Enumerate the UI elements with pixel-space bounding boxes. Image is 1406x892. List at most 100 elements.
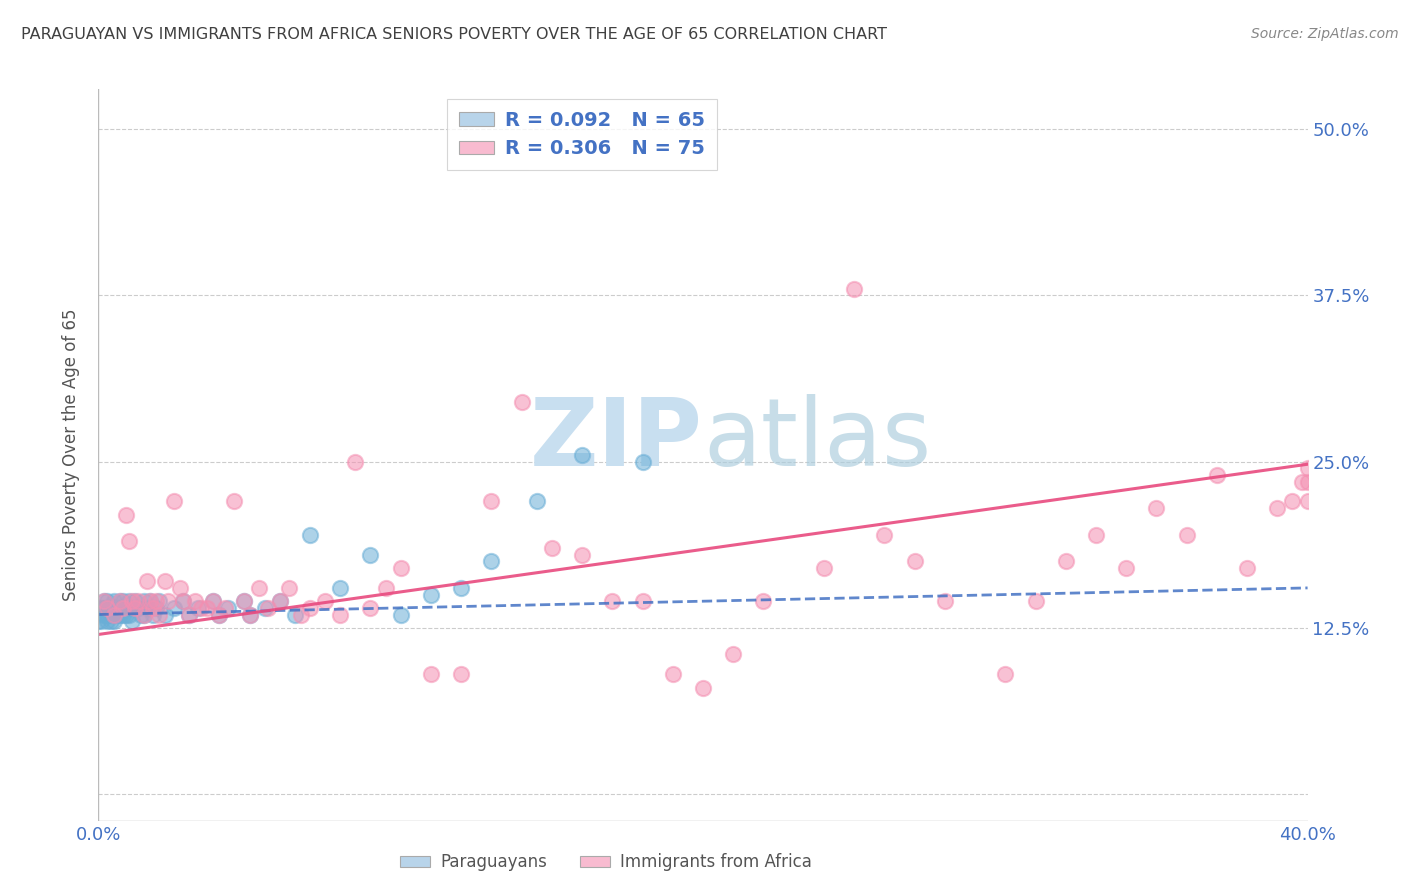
Point (108, 594, 131, 608)
Text: ZIP: ZIP (530, 394, 703, 486)
Point (314, 594, 336, 608)
Point (360, 600, 382, 615)
Point (360, 548, 382, 562)
Point (100, 607, 122, 622)
Point (103, 600, 125, 615)
Point (253, 600, 276, 615)
Point (96, 600, 118, 615)
Point (571, 548, 593, 562)
Point (87, 614, 110, 628)
Point (631, 454, 654, 468)
Point (217, 600, 239, 615)
Point (389, 607, 412, 622)
Point (103, 607, 125, 622)
Point (752, 594, 775, 608)
Point (540, 541, 562, 555)
Point (813, 561, 835, 575)
Point (93, 594, 115, 608)
Point (132, 607, 155, 622)
Point (163, 600, 186, 615)
Point (208, 607, 231, 622)
Point (124, 600, 146, 615)
Point (124, 594, 146, 608)
Point (114, 607, 136, 622)
Point (96, 607, 118, 622)
Point (374, 581, 396, 595)
Point (145, 600, 167, 615)
Point (129, 607, 152, 622)
Point (602, 594, 624, 608)
Point (148, 607, 170, 622)
Text: Source: ZipAtlas.com: Source: ZipAtlas.com (1251, 27, 1399, 41)
Point (105, 600, 128, 615)
Point (111, 600, 134, 615)
Point (108, 600, 131, 615)
Point (662, 667, 685, 681)
Point (1236, 561, 1258, 575)
Point (127, 594, 149, 608)
Point (184, 594, 207, 608)
Point (172, 594, 194, 608)
Point (1085, 527, 1108, 541)
Point (96, 614, 118, 628)
Legend: Paraguayans, Immigrants from Africa: Paraguayans, Immigrants from Africa (394, 847, 818, 878)
Point (103, 607, 125, 622)
Point (481, 554, 503, 568)
Point (135, 600, 157, 615)
Point (114, 600, 136, 615)
Point (90, 614, 112, 628)
Point (132, 594, 155, 608)
Point (139, 594, 162, 608)
Y-axis label: Seniors Poverty Over the Age of 65: Seniors Poverty Over the Age of 65 (62, 309, 80, 601)
Point (571, 448, 593, 462)
Point (121, 614, 143, 628)
Point (1054, 554, 1077, 568)
Point (1281, 494, 1303, 508)
Point (111, 594, 134, 608)
Point (232, 594, 254, 608)
Point (239, 607, 262, 622)
Point (108, 607, 131, 622)
Point (111, 607, 134, 622)
Point (121, 600, 143, 615)
Point (420, 588, 443, 602)
Point (118, 600, 141, 615)
Point (202, 594, 225, 608)
Point (142, 600, 165, 615)
Point (1296, 475, 1319, 489)
Point (239, 607, 262, 622)
Point (299, 600, 322, 615)
Point (247, 581, 270, 595)
Point (135, 574, 157, 589)
Point (631, 594, 654, 608)
Point (290, 607, 312, 622)
Point (723, 648, 745, 662)
Point (96, 600, 118, 615)
Point (904, 554, 927, 568)
Point (179, 607, 201, 622)
Point (127, 600, 149, 615)
Point (100, 600, 122, 615)
Point (994, 667, 1017, 681)
Point (299, 527, 322, 541)
Point (118, 607, 141, 622)
Point (450, 667, 472, 681)
Point (344, 454, 367, 468)
Point (145, 594, 167, 608)
Point (1115, 561, 1137, 575)
Point (277, 581, 299, 595)
Point (269, 594, 291, 608)
Point (142, 607, 165, 622)
Point (105, 600, 128, 615)
Point (93, 600, 115, 615)
Point (284, 607, 307, 622)
Point (163, 494, 186, 508)
Point (96, 594, 118, 608)
Point (105, 607, 128, 622)
Point (256, 600, 278, 615)
Point (526, 494, 548, 508)
Point (179, 607, 201, 622)
Point (389, 561, 412, 575)
Point (208, 607, 231, 622)
Point (1267, 501, 1289, 516)
